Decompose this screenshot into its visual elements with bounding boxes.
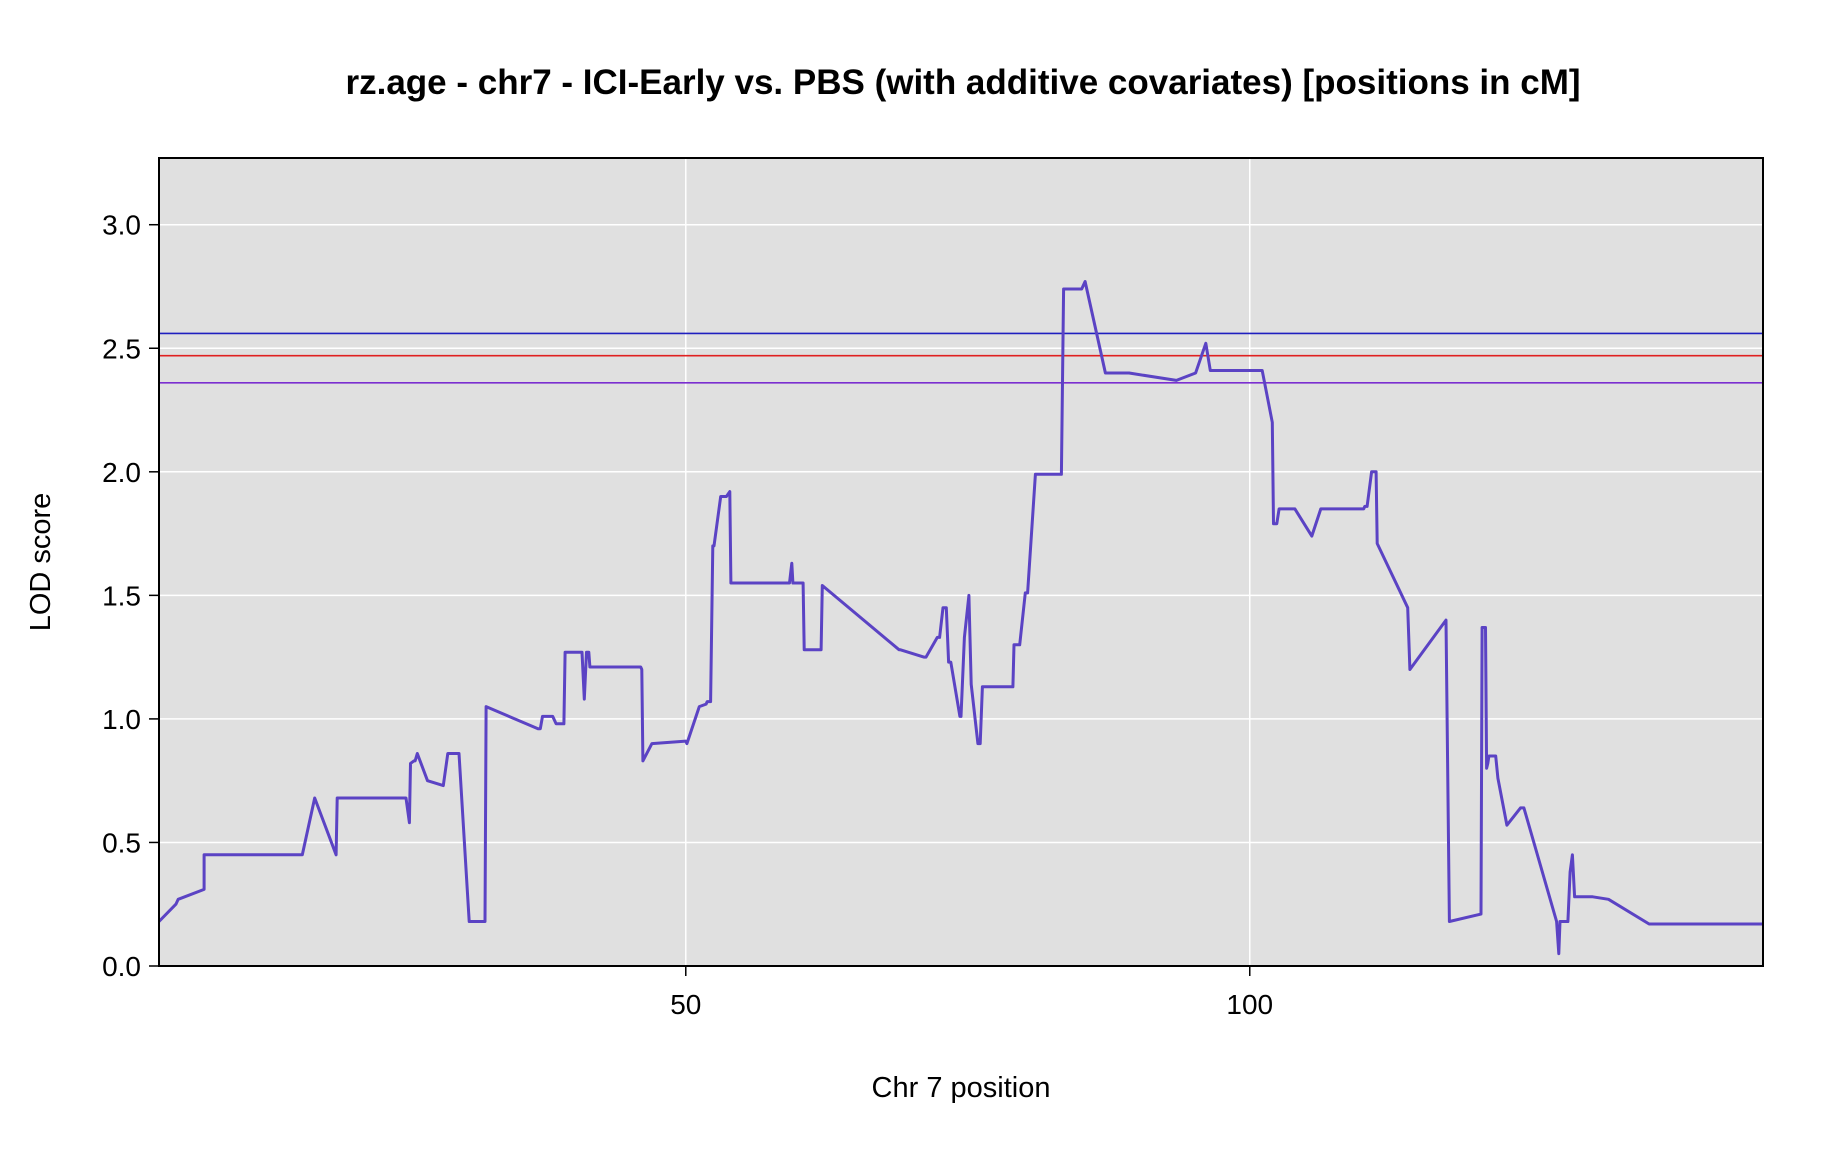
y-tick-label-4: 2.0 bbox=[102, 457, 141, 488]
y-axis-label: LOD score bbox=[25, 493, 57, 632]
plot-frame bbox=[158, 157, 1764, 967]
lod-series bbox=[157, 280, 1763, 956]
y-axis: 0.0 0.5 1.0 1.5 2.0 2.5 3.0 bbox=[102, 210, 159, 982]
grid-lines bbox=[159, 158, 1763, 967]
series-line-0 bbox=[157, 280, 1763, 956]
plot-background bbox=[159, 158, 1763, 966]
y-tick-label-0: 0.0 bbox=[102, 951, 141, 982]
x-axis: 50 100 bbox=[670, 966, 1273, 1020]
x-tick-label-1: 100 bbox=[1226, 989, 1273, 1020]
y-tick-label-2: 1.0 bbox=[102, 704, 141, 735]
x-tick-label-0: 50 bbox=[670, 989, 701, 1020]
y-tick-label-6: 3.0 bbox=[102, 210, 141, 241]
x-axis-label: Chr 7 position bbox=[872, 1072, 1051, 1104]
chart-title: rz.age - chr7 - ICI-Early vs. PBS (with … bbox=[345, 63, 1580, 102]
y-tick-label-3: 1.5 bbox=[102, 580, 141, 611]
y-tick-label-5: 2.5 bbox=[102, 333, 141, 364]
y-tick-label-1: 0.5 bbox=[102, 827, 141, 858]
threshold-lines bbox=[159, 332, 1763, 384]
